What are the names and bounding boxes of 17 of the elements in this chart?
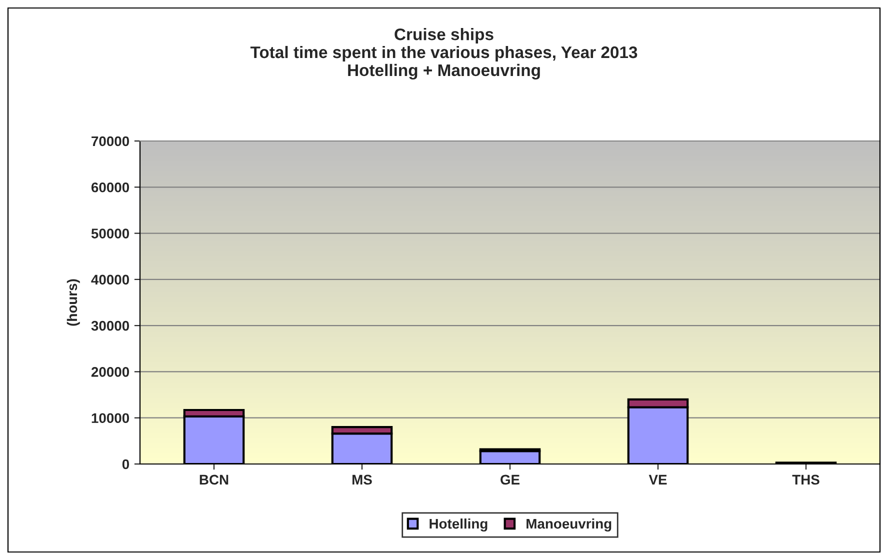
y-tick-label: 50000 <box>91 228 130 238</box>
x-tick-label: MS <box>352 474 372 485</box>
y-tick-label: 40000 <box>91 274 130 285</box>
y-tick-label: 0 <box>122 459 130 470</box>
y-tick-label: 60000 <box>91 182 130 192</box>
y-tick-label: 10000 <box>92 413 130 424</box>
y-tick-label: 30000 <box>91 320 130 331</box>
chart-title: Cruise ships Total time spent in the various phases, Year 2013 Hotelling + Manoeuvring <box>250 28 638 80</box>
legend-label: Hotelling <box>430 518 488 532</box>
legend-label: Manoeuvring <box>526 518 612 532</box>
x-tick-label: THS <box>792 474 820 485</box>
y-tick-label: 70000 <box>92 136 130 146</box>
x-tick-label: VE <box>648 474 667 484</box>
x-tick-label: BCN <box>200 474 228 485</box>
y-axis-title: (hours) <box>66 279 80 326</box>
y-tick-label: 20000 <box>91 367 130 377</box>
x-tick-label: GE <box>500 474 520 485</box>
